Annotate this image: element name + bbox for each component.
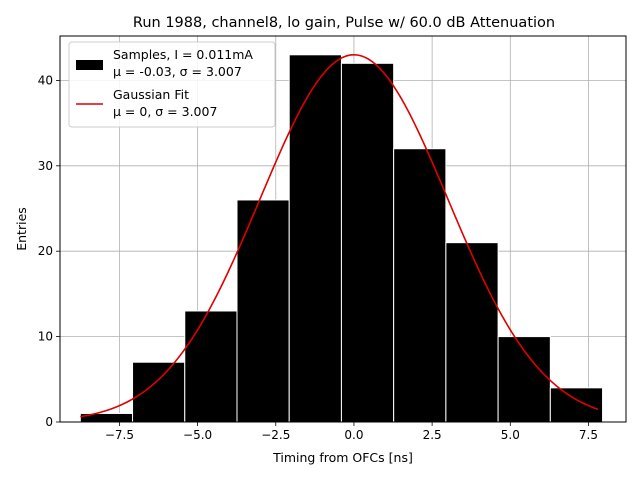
x-tick-label: 7.5 xyxy=(579,428,598,442)
legend: Samples, I = 0.011mA μ = -0.03, σ = 3.00… xyxy=(68,41,276,128)
legend-histogram-label: Samples, I = 0.011mA xyxy=(113,47,253,62)
histogram-bar xyxy=(132,361,186,423)
y-tick-label: 0 xyxy=(45,415,53,429)
fit-layer xyxy=(80,53,599,418)
x-tick-label: −7.5 xyxy=(105,428,134,442)
histogram-bar xyxy=(393,148,447,423)
x-axis-label: Timing from OFCs [ns] xyxy=(272,450,413,465)
histogram-bar xyxy=(288,54,342,423)
x-tick-label: 0.0 xyxy=(344,428,363,442)
histogram-bar xyxy=(340,62,395,423)
legend-box xyxy=(68,41,276,128)
y-axis-label: Entries xyxy=(14,207,29,251)
histogram-bar xyxy=(184,310,238,423)
chart-title: Run 1988, channel8, lo gain, Pulse w/ 60… xyxy=(133,15,555,31)
x-tick-label: 2.5 xyxy=(423,428,442,442)
legend-histogram-stats: μ = -0.03, σ = 3.007 xyxy=(113,64,242,79)
plot-frame xyxy=(59,35,627,423)
y-tick-label: 20 xyxy=(38,244,53,258)
histogram-bars xyxy=(79,54,604,423)
y-tick-label: 40 xyxy=(38,73,53,87)
gaussian-fit-curve xyxy=(80,53,599,418)
legend-fit-label: Gaussian Fit xyxy=(113,87,189,102)
y-tick-label: 10 xyxy=(38,330,53,344)
legend-fit-stats: μ = 0, σ = 3.007 xyxy=(113,104,217,119)
x-tick-label: −2.5 xyxy=(261,428,290,442)
histogram-bar xyxy=(445,242,499,423)
x-tick-label: 5.0 xyxy=(501,428,520,442)
ticks-layer: −7.5 −5.0 −2.5 0.0 2.5 5.0 7.5 0 10 20 30 40 xyxy=(38,73,598,442)
legend-histogram-swatch xyxy=(76,60,103,70)
histogram-bar xyxy=(549,387,604,423)
y-tick-label: 30 xyxy=(38,159,53,173)
x-tick-label: −5.0 xyxy=(183,428,212,442)
